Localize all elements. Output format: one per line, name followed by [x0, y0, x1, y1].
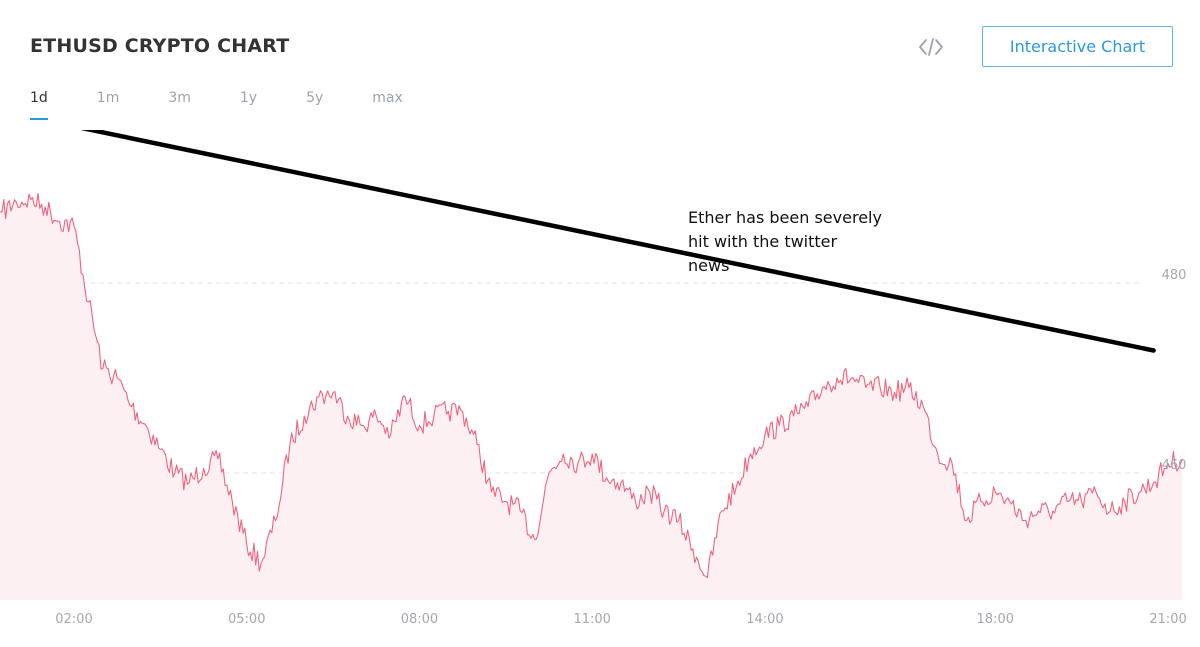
timeframe-tabs: 1d 1m 3m 1y 5y max — [30, 90, 452, 122]
tab-1y[interactable]: 1y — [239, 90, 258, 106]
annotation-line: hit with the twitter — [688, 232, 838, 251]
x-tick-label: 14:00 — [746, 612, 783, 627]
y-tick-label: 460 — [1162, 458, 1187, 473]
interactive-chart-button[interactable]: Interactive Chart — [982, 26, 1173, 67]
x-axis-ticks: 02:00 05:00 08:00 11:00 14:00 18:00 21:00 — [55, 612, 1186, 627]
tab-3m[interactable]: 3m — [168, 90, 191, 106]
tab-1d[interactable]: 1d — [30, 90, 48, 122]
y-tick-label: 480 — [1162, 268, 1187, 283]
x-tick-label: 08:00 — [401, 612, 438, 627]
chart-title: ETHUSD CRYPTO CHART — [30, 35, 290, 57]
annotation-line: news — [688, 256, 729, 275]
annotation-text: Ether has been severely hit with the twit… — [688, 208, 882, 275]
price-line — [0, 192, 1183, 579]
annotation-line: Ether has been severely — [688, 208, 882, 227]
trend-line — [80, 130, 1156, 353]
x-tick-label: 18:00 — [977, 612, 1014, 627]
code-brackets-icon[interactable] — [916, 36, 946, 58]
price-area — [0, 193, 1183, 600]
tab-max[interactable]: max — [372, 90, 403, 106]
x-tick-label: 05:00 — [228, 612, 265, 627]
y-axis-ticks: 480 460 — [1162, 268, 1187, 473]
x-tick-label: 11:00 — [573, 612, 610, 627]
x-tick-label: 21:00 — [1149, 612, 1186, 627]
tab-1m[interactable]: 1m — [96, 90, 120, 106]
price-chart[interactable]: Ether has been severely hit with the twit… — [0, 130, 1200, 647]
tab-5y[interactable]: 5y — [306, 90, 324, 106]
x-tick-label: 02:00 — [55, 612, 92, 627]
